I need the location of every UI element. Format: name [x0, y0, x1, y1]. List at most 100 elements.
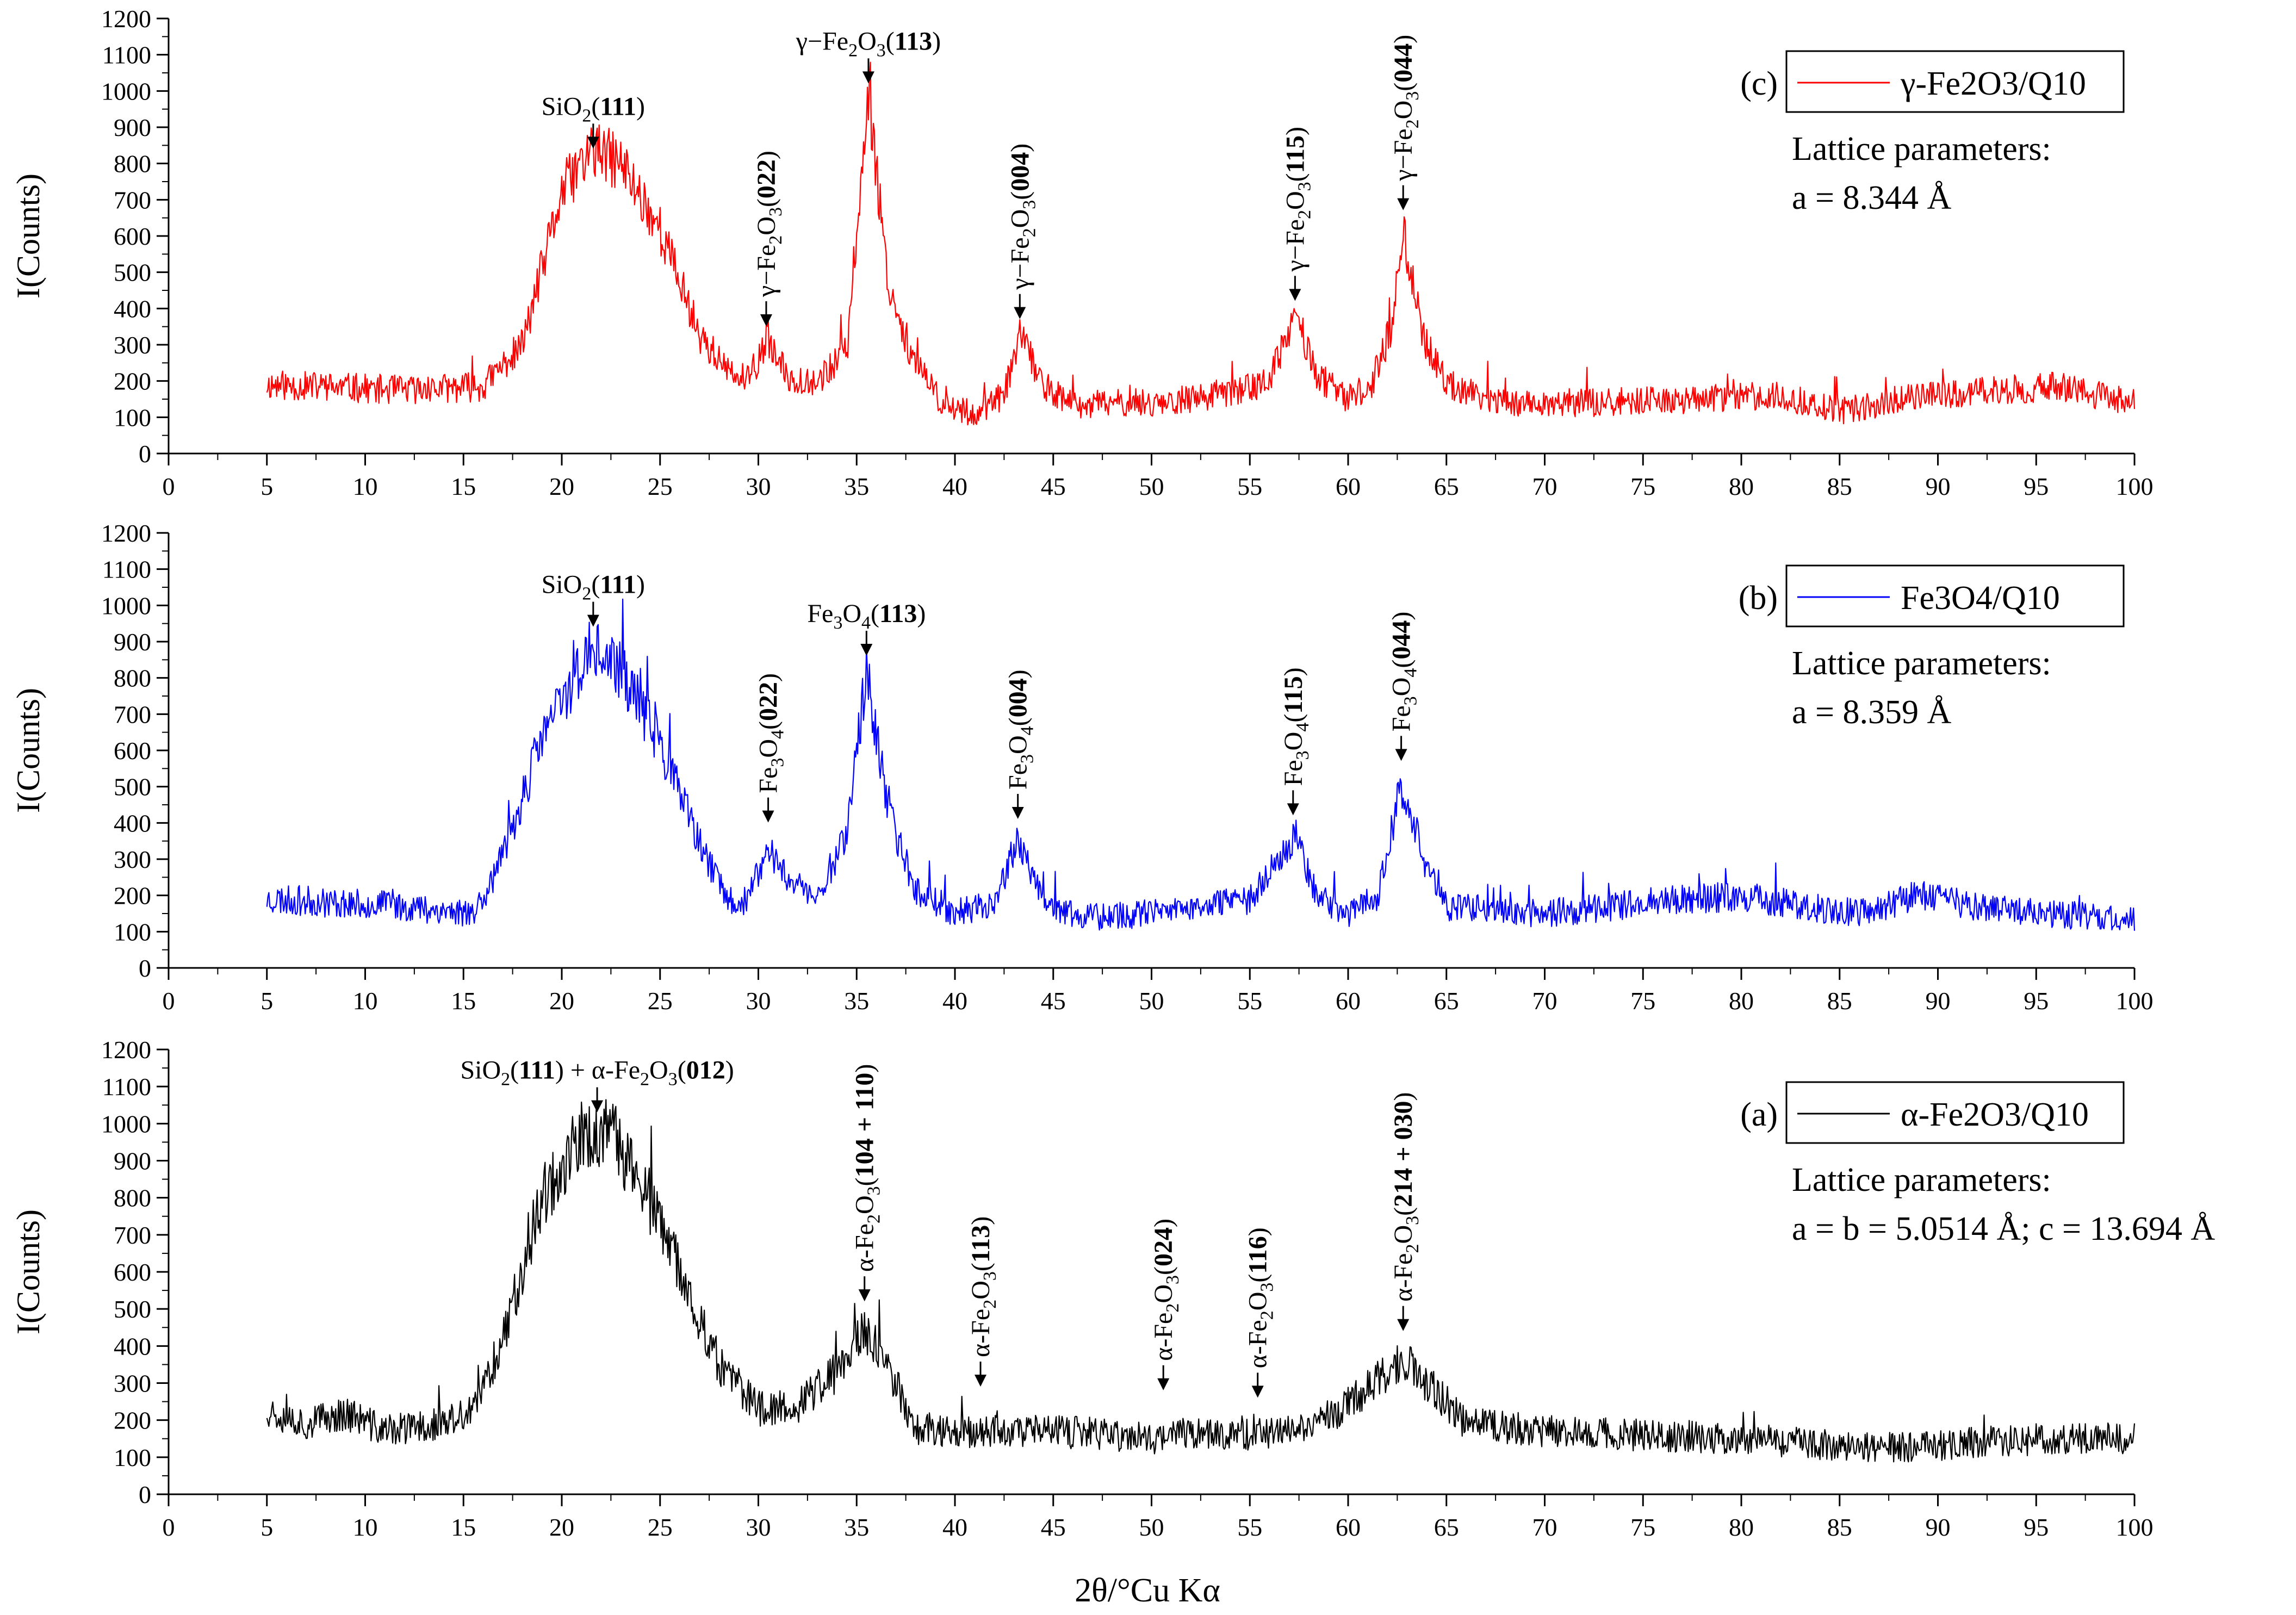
y-tick-label: 500 — [114, 259, 151, 287]
lattice-title: Lattice parameters: — [1792, 1161, 2051, 1198]
annotation-arrowhead — [1397, 1319, 1410, 1331]
y-tick-label: 100 — [114, 1444, 151, 1471]
legend-box — [1785, 1081, 2125, 1144]
y-axis-label: I(Counts) — [10, 1209, 46, 1334]
x-tick-label: 25 — [648, 1513, 673, 1541]
peak-annotation: SiO2(111) — [542, 92, 645, 149]
x-tick-label: 35 — [844, 1513, 869, 1541]
annotation-arrowhead — [1157, 1378, 1170, 1390]
y-tick-label: 600 — [114, 1258, 151, 1286]
x-tick-label: 50 — [1139, 1513, 1164, 1541]
y-tick-label: 800 — [114, 664, 151, 692]
annotation-label: γ−Fe2O3(113) — [796, 27, 941, 60]
annotation-label: SiO2(111) + α-Fe2O3(012) — [460, 1056, 734, 1090]
x-tick-label: 20 — [549, 473, 574, 500]
y-tick-label: 0 — [139, 440, 151, 468]
annotation-label: Fe3O4(004) — [1004, 669, 1038, 790]
x-tick-label: 15 — [451, 473, 476, 500]
peak-annotation: α-Fe2O3(214 + 030) — [1389, 1092, 1423, 1331]
y-tick-label: 100 — [114, 403, 151, 431]
x-tick-label: 40 — [942, 473, 967, 500]
annotation-label: α-Fe2O3(024) — [1149, 1219, 1183, 1361]
annotation-label: α-Fe2O3(113) — [966, 1216, 1000, 1357]
x-tick-label: 45 — [1041, 473, 1066, 500]
panel-c: 0100200300400500600700800900100011001200… — [10, 5, 2154, 500]
annotation-label: γ−Fe2O3(004) — [1006, 144, 1039, 290]
x-tick-label: 20 — [549, 1513, 574, 1541]
annotation-label: γ−Fe2O3(115) — [1281, 127, 1314, 272]
x-tick-label: 80 — [1729, 473, 1754, 500]
y-tick-label: 1100 — [102, 41, 151, 69]
x-tick-label: 5 — [260, 987, 273, 1015]
y-tick-label: 900 — [114, 114, 151, 141]
x-tick-label: 10 — [353, 1513, 378, 1541]
annotation-label: γ−Fe2O3(044) — [1389, 35, 1423, 182]
y-tick-label: 0 — [139, 1481, 151, 1508]
peak-annotation: γ−Fe2O3(004) — [1006, 144, 1039, 319]
y-axis-label: I(Counts) — [10, 173, 46, 299]
x-tick-label: 5 — [260, 473, 273, 500]
x-tick-label: 50 — [1139, 987, 1164, 1015]
x-tick-label: 45 — [1041, 1513, 1066, 1541]
annotation-arrowhead — [858, 1289, 871, 1302]
x-tick-label: 35 — [844, 987, 869, 1015]
annotation-arrowhead — [587, 136, 599, 149]
x-tick-label: 15 — [451, 1513, 476, 1541]
x-tick-label: 100 — [2116, 987, 2154, 1015]
y-tick-label: 200 — [114, 882, 151, 910]
annotation-arrowhead — [860, 644, 873, 656]
y-tick-label: 0 — [139, 954, 151, 982]
x-tick-label: 70 — [1532, 1513, 1557, 1541]
lattice-value: a = 8.344 Å — [1792, 179, 1951, 216]
x-tick-label: 55 — [1237, 987, 1262, 1015]
annotation-label: α-Fe2O3(214 + 030) — [1389, 1092, 1423, 1302]
x-tick-label: 30 — [746, 987, 771, 1015]
annotation-label: SiO2(111) — [542, 92, 645, 126]
x-tick-label: 20 — [549, 987, 574, 1015]
y-axis-label: I(Counts) — [10, 688, 46, 813]
annotation-arrowhead — [1012, 807, 1024, 819]
annotation-arrowhead — [591, 1100, 604, 1113]
annotation-label: Fe3O4(044) — [1387, 612, 1421, 732]
x-tick-label: 0 — [163, 987, 175, 1015]
y-tick-label: 700 — [114, 700, 151, 728]
x-tick-label: 30 — [746, 473, 771, 500]
series-line-a — [266, 1099, 2136, 1463]
legend-b: (b) Fe3O4/Q10 Lattice parameters: a = 8.359… — [1739, 564, 2125, 731]
panels-group: 0100200300400500600700800900100011001200… — [10, 5, 2215, 1541]
x-tick-label: 85 — [1827, 1513, 1852, 1541]
annotation-arrowhead — [1395, 749, 1407, 761]
peak-annotation: γ−Fe2O3(115) — [1281, 127, 1314, 301]
legend-label: γ-Fe2O3/Q10 — [1900, 65, 2086, 102]
x-tick-label: 25 — [648, 987, 673, 1015]
y-tick-label: 1000 — [101, 592, 151, 619]
y-tick-label: 500 — [114, 773, 151, 801]
x-tick-label: 40 — [942, 987, 967, 1015]
annotation-arrowhead — [1014, 307, 1026, 319]
x-tick-label: 100 — [2116, 1513, 2154, 1541]
x-tick-label: 30 — [746, 1513, 771, 1541]
panel-tag: (b) — [1739, 580, 1778, 617]
x-tick-label: 55 — [1237, 473, 1262, 500]
x-tick-label: 15 — [451, 987, 476, 1015]
annotation-label: α-Fe2O3(116) — [1244, 1227, 1277, 1368]
x-tick-label: 85 — [1827, 987, 1852, 1015]
y-tick-label: 400 — [114, 1332, 151, 1360]
lattice-value: a = 8.359 Å — [1792, 694, 1951, 731]
y-tick-label: 1100 — [102, 1073, 151, 1101]
y-tick-label: 1000 — [101, 77, 151, 105]
x-tick-label: 90 — [1926, 987, 1951, 1015]
x-tick-label: 10 — [353, 473, 378, 500]
x-tick-label: 0 — [163, 1513, 175, 1541]
x-tick-label: 65 — [1434, 473, 1459, 500]
x-tick-label: 65 — [1434, 987, 1459, 1015]
annotation-arrowhead — [1287, 803, 1299, 816]
y-tick-label: 700 — [114, 1221, 151, 1249]
y-tick-label: 900 — [114, 628, 151, 656]
annotation-label: Fe3O4(115) — [1279, 667, 1313, 786]
annotation-arrowhead — [1251, 1386, 1264, 1398]
x-tick-label: 45 — [1041, 987, 1066, 1015]
peak-annotation: α-Fe2O3(024) — [1149, 1219, 1183, 1390]
peak-annotation: α-Fe2O3(113) — [966, 1216, 1000, 1387]
annotation-arrowhead — [974, 1374, 986, 1387]
